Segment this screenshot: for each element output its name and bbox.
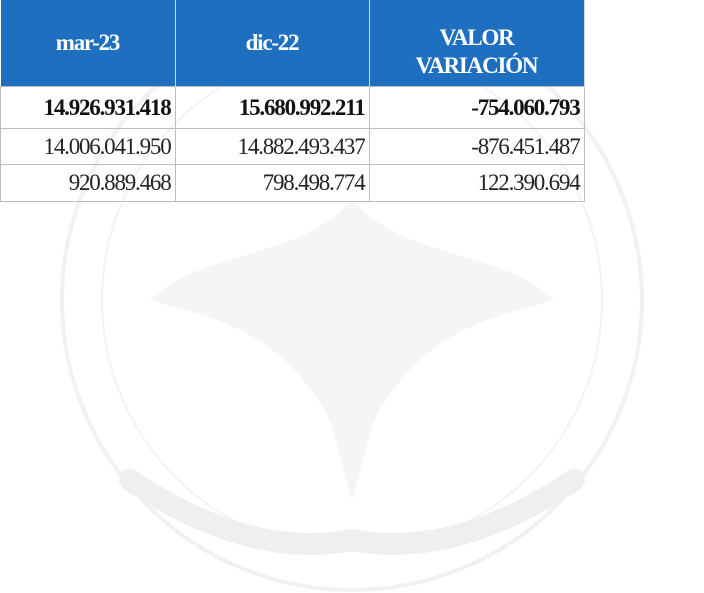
row: 14.926.931.418 15.680.992.211 -754.060.7… — [0, 86, 585, 129]
data-table: mar-23 dic-22 VALOR VARIACIÓN 14.926.931… — [0, 0, 585, 202]
header-line: VARIACIÓN — [415, 53, 539, 78]
watermark-eagle — [150, 200, 554, 500]
cell: 14.926.931.418 — [0, 86, 176, 129]
header-line: VALOR — [439, 25, 514, 50]
header-cell: VALOR VARIACIÓN — [369, 0, 585, 87]
row: 14.006.041.950 14.882.493.437 -876.451.4… — [0, 128, 585, 165]
cell: 15.680.992.211 — [174, 86, 370, 129]
row: 920.889.468 798.498.774 122.390.694 — [0, 164, 585, 202]
cell: 14.006.041.950 — [0, 128, 176, 165]
watermark-chain — [119, 469, 585, 555]
cell: 798.498.774 — [174, 164, 370, 202]
cell: 920.889.468 — [0, 164, 176, 202]
cell: -754.060.793 — [368, 86, 585, 129]
cell: 14.882.493.437 — [174, 128, 370, 165]
cell: -876.451.487 — [368, 128, 585, 165]
header-cell: dic-22 — [175, 0, 370, 87]
header-cell: mar-23 — [0, 0, 176, 87]
cell: 122.390.694 — [368, 164, 585, 202]
header-row: mar-23 dic-22 VALOR VARIACIÓN — [0, 0, 585, 87]
